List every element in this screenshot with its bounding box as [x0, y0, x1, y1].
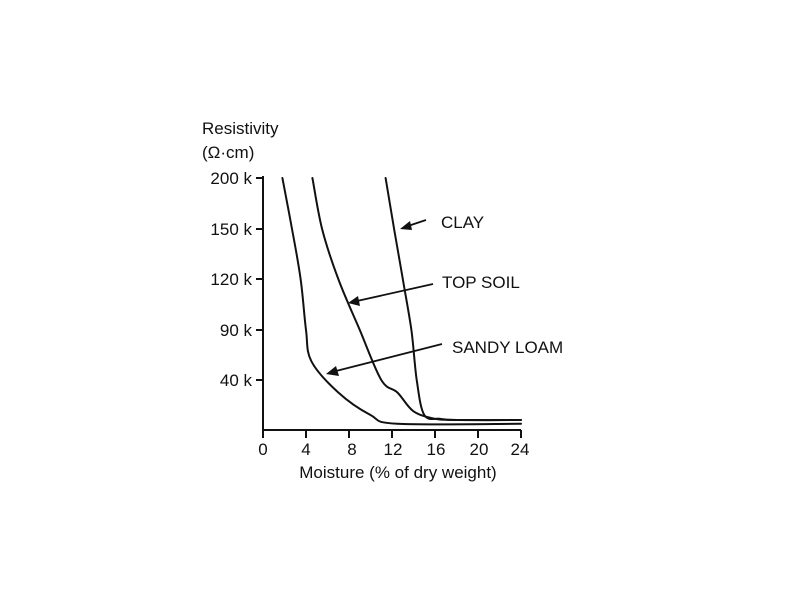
- curves: [281, 177, 522, 426]
- x-axis-title: Moisture (% of dry weight): [299, 463, 496, 482]
- top-soil-curve: [311, 177, 522, 422]
- x-tick-label: 20: [470, 440, 489, 459]
- x-ticks: 0 4 8 12 16 20 24: [258, 430, 529, 459]
- x-tick-label: 4: [301, 440, 310, 459]
- top-soil-arrow-line: [356, 283, 434, 302]
- y-tick-label: 90 k: [220, 321, 253, 340]
- sandy-loam-arrow-line: [335, 343, 443, 372]
- clay-arrowhead-icon: [400, 221, 412, 230]
- y-tick-label: 40 k: [220, 371, 253, 390]
- series-label-clay: CLAY: [441, 213, 484, 232]
- sandy-loam-arrowhead-icon: [326, 366, 339, 376]
- y-axis-title: Resistivity: [202, 119, 279, 138]
- clay-arrow-line: [407, 219, 427, 227]
- y-ticks: 200 k 150 k 120 k 90 k 40 k: [210, 169, 263, 390]
- series-label-top-soil: TOP SOIL: [442, 273, 520, 292]
- sandy-loam-curve: [281, 177, 522, 426]
- y-tick-label: 150 k: [210, 220, 252, 239]
- top-soil-arrowhead-icon: [348, 296, 360, 306]
- x-tick-label: 24: [511, 440, 530, 459]
- y-tick-label: 120 k: [210, 270, 252, 289]
- x-tick-label: 8: [347, 440, 356, 459]
- x-tick-label: 16: [427, 440, 446, 459]
- x-tick-label: 12: [384, 440, 403, 459]
- y-axis-unit: (Ω·cm): [202, 143, 254, 162]
- series-label-sandy-loam: SANDY LOAM: [452, 338, 563, 357]
- x-tick-label: 0: [258, 440, 267, 459]
- y-tick-label: 200 k: [210, 169, 252, 188]
